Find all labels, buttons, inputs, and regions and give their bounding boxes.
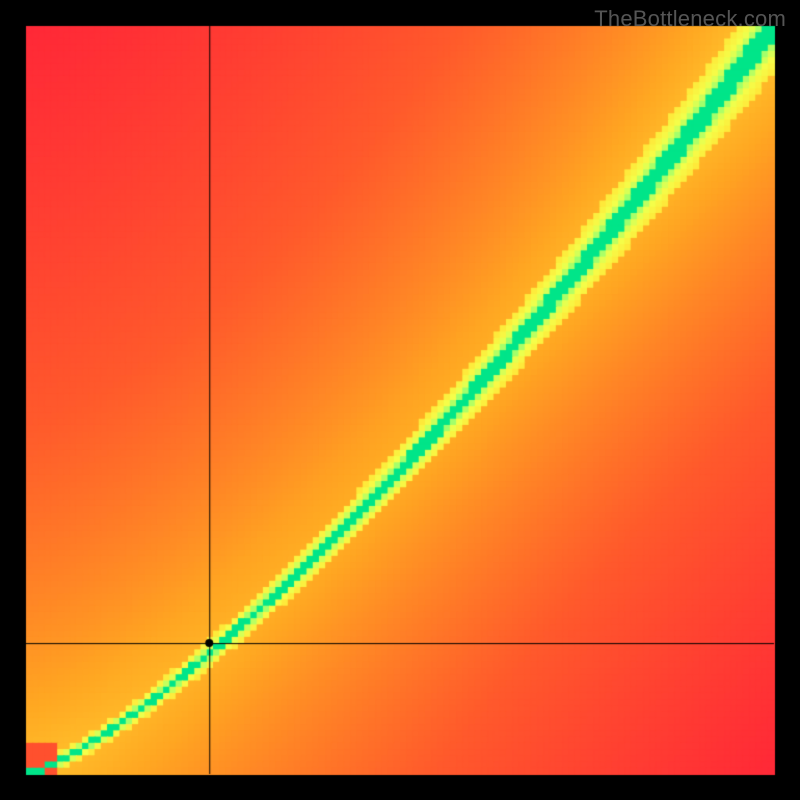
bottleneck-heatmap (0, 0, 800, 800)
watermark-text: TheBottleneck.com (594, 6, 786, 32)
